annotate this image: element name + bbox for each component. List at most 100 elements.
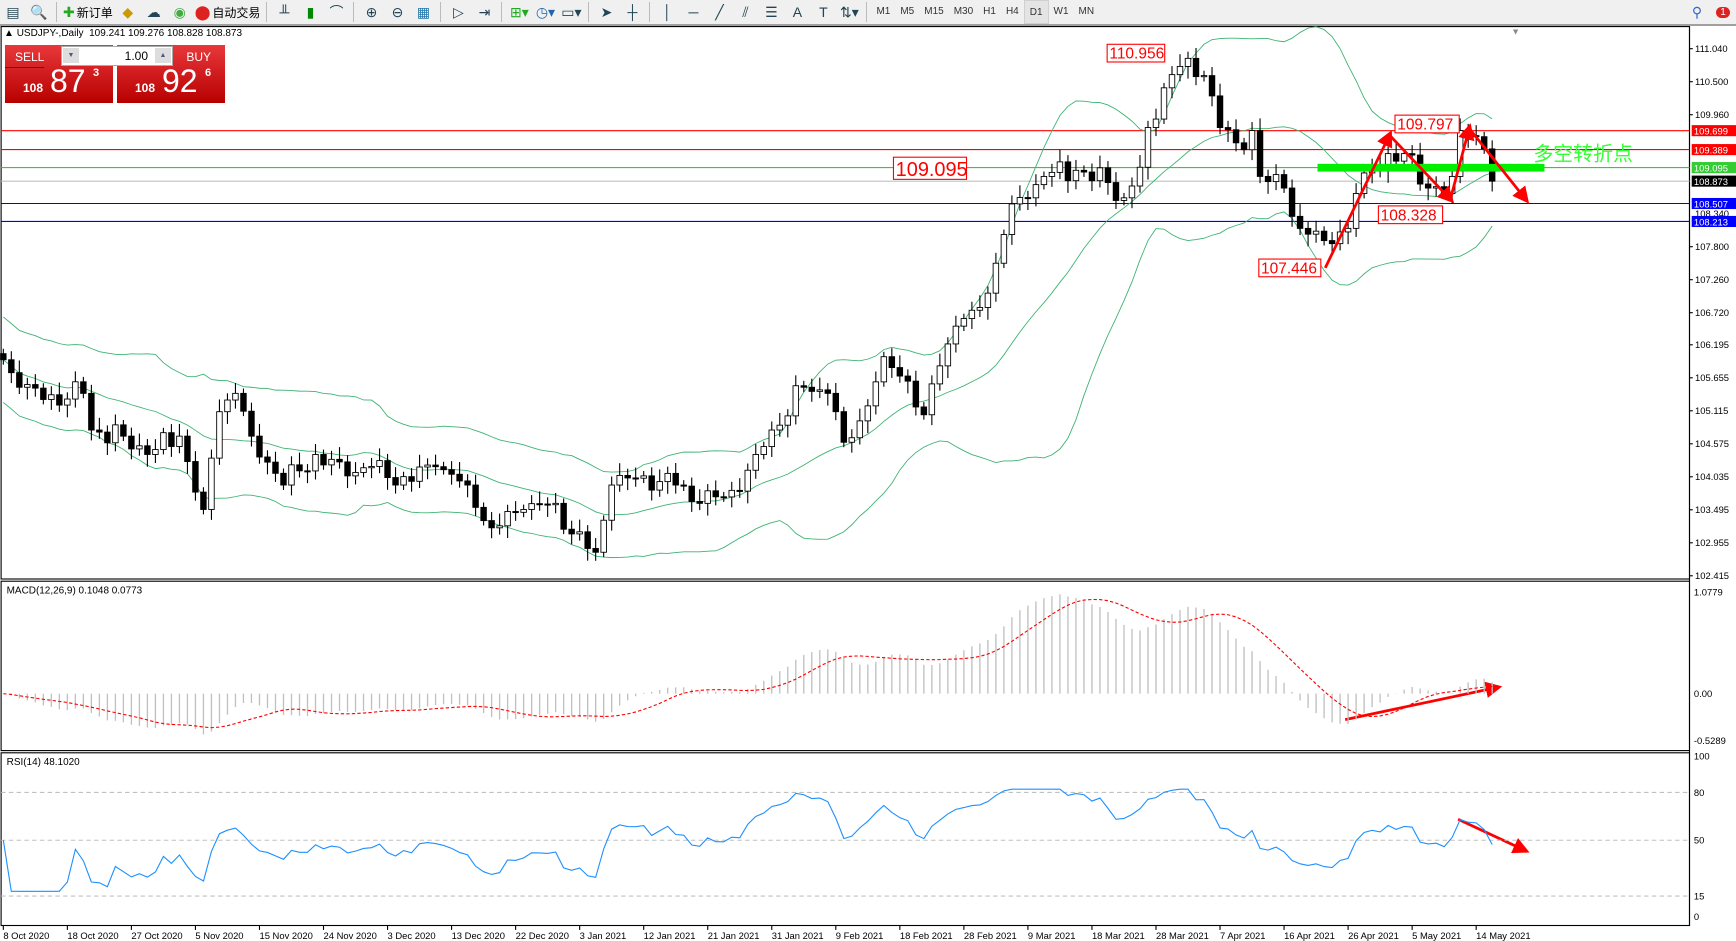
- candle-body: [1400, 153, 1408, 162]
- new-order-button[interactable]: ✚ 新订单: [61, 1, 115, 23]
- market-watch-icon[interactable]: ▤: [6, 3, 20, 20]
- candle: [104, 425, 111, 456]
- candle-body: [400, 476, 407, 486]
- candlestick-icon[interactable]: ▮: [306, 3, 315, 20]
- candle-body: [824, 389, 832, 394]
- periods-clock-icon[interactable]: ◷▾: [535, 3, 556, 20]
- candle-body: [312, 454, 319, 472]
- price-line-label-bg: [1691, 197, 1736, 210]
- candle-body: [856, 420, 864, 439]
- lot-size-stepper[interactable]: ▼ 1.00 ▲: [61, 46, 173, 66]
- metaeditor-icon[interactable]: ◆: [122, 3, 134, 20]
- price-line-label: 109.389: [1694, 144, 1728, 155]
- candle: [240, 388, 247, 417]
- timeframe-mn[interactable]: MN: [1078, 5, 1095, 17]
- lot-size-value[interactable]: 1.00: [124, 49, 148, 63]
- fibonacci-icon[interactable]: ☰: [765, 3, 778, 20]
- auto-scroll-icon[interactable]: ▷: [453, 3, 464, 20]
- zoom-in-icon[interactable]: ⊕: [365, 3, 378, 20]
- candle: [944, 337, 952, 379]
- collapse-triangle-icon[interactable]: ▲: [4, 28, 14, 39]
- timeframe-h1[interactable]: H1: [983, 5, 996, 17]
- search-icon[interactable]: ⚲: [1691, 3, 1703, 20]
- candle: [272, 451, 279, 482]
- chart-shift-icon[interactable]: ⇥: [478, 3, 491, 20]
- price-line-label: 108.507: [1694, 198, 1728, 209]
- candle: [376, 448, 383, 474]
- cursor-icon[interactable]: ➤: [600, 3, 613, 20]
- vertical-line-icon[interactable]: │: [663, 4, 672, 20]
- timeframe-w1[interactable]: W1: [1053, 5, 1069, 17]
- horizontal-line-icon[interactable]: ─: [688, 4, 699, 20]
- timeframe-m5[interactable]: M5: [900, 5, 915, 17]
- bollinger-lower-band: [3, 211, 1493, 559]
- timeframe-d1[interactable]: D1: [1023, 0, 1049, 24]
- candle-body: [944, 343, 952, 367]
- candle: [856, 408, 864, 445]
- candle-body: [536, 503, 543, 506]
- candle: [504, 504, 511, 539]
- candle-body: [1288, 187, 1296, 217]
- price-tick-label: 108.340: [1695, 208, 1729, 219]
- candle: [840, 406, 848, 448]
- candle-body: [176, 435, 183, 447]
- candle: [448, 461, 455, 485]
- candle-body: [816, 389, 824, 392]
- templates-icon[interactable]: ▭▾: [561, 3, 582, 20]
- lot-decrease-icon[interactable]: ▼: [63, 48, 79, 63]
- candle-body: [1160, 87, 1168, 120]
- date-label: 3 Dec 2020: [388, 930, 436, 941]
- candle: [288, 456, 295, 496]
- line-chart-icon[interactable]: ⌒: [329, 4, 344, 20]
- indicators-icon[interactable]: ⊞▾: [510, 3, 529, 20]
- toolbar-divider: [649, 2, 651, 22]
- date-label: 9 Feb 2021: [836, 930, 884, 941]
- signals-icon[interactable]: ☁: [146, 3, 161, 20]
- candle-body: [864, 405, 872, 422]
- bar-chart-icon[interactable]: ╨: [279, 4, 290, 20]
- crosshair-icon[interactable]: ┼: [627, 4, 638, 20]
- timeframe-m15[interactable]: M15: [924, 5, 944, 17]
- candle: [1296, 204, 1304, 236]
- candle-body: [280, 472, 287, 486]
- candle: [456, 462, 463, 488]
- date-label: 15 Nov 2020: [259, 930, 312, 941]
- candle: [200, 487, 207, 515]
- market-icon[interactable]: ◉: [173, 3, 186, 20]
- candle-body: [1232, 129, 1240, 144]
- lot-increase-icon[interactable]: ▲: [155, 48, 171, 63]
- new-order-label: 新订单: [76, 5, 113, 20]
- timeframe-h4[interactable]: H4: [1005, 5, 1019, 17]
- candle-body: [1136, 166, 1144, 187]
- price-tick-label: 106.720: [1695, 307, 1729, 318]
- timeframe-m1[interactable]: M1: [876, 5, 891, 17]
- candle-body: [128, 435, 135, 450]
- candle: [208, 449, 215, 520]
- trend-arrow: [1324, 130, 1393, 269]
- candle-body: [912, 380, 920, 408]
- candle: [608, 476, 615, 531]
- equidistant-channel-icon[interactable]: ⫽: [742, 3, 749, 20]
- arrows-icon[interactable]: ⇅▾: [840, 3, 859, 20]
- timeframe-m30[interactable]: M30: [953, 5, 974, 17]
- candle: [632, 467, 639, 487]
- notifications-button[interactable]: 1: [1710, 1, 1736, 23]
- price-line-label-bg: [1691, 125, 1736, 137]
- text-icon[interactable]: A: [792, 4, 803, 20]
- date-label: 28 Feb 2021: [964, 930, 1017, 941]
- candle-body: [96, 429, 103, 433]
- candle: [1304, 221, 1312, 247]
- navigator-search-icon[interactable]: 🔍: [30, 3, 48, 20]
- candle-body: [752, 454, 759, 471]
- date-label: 3 Jan 2021: [580, 930, 627, 941]
- candle-body: [192, 461, 199, 493]
- trendline-icon[interactable]: ╱: [715, 3, 724, 20]
- tile-windows-icon[interactable]: ▦: [416, 3, 431, 20]
- zoom-out-icon[interactable]: ⊖: [391, 3, 404, 20]
- auto-trading-button[interactable]: ⬤ 自动交易: [193, 1, 263, 23]
- text-label-icon[interactable]: T: [819, 4, 828, 20]
- candle-body: [776, 424, 783, 431]
- candle-body: [1328, 240, 1336, 245]
- price-line-label-bg: [1691, 215, 1736, 228]
